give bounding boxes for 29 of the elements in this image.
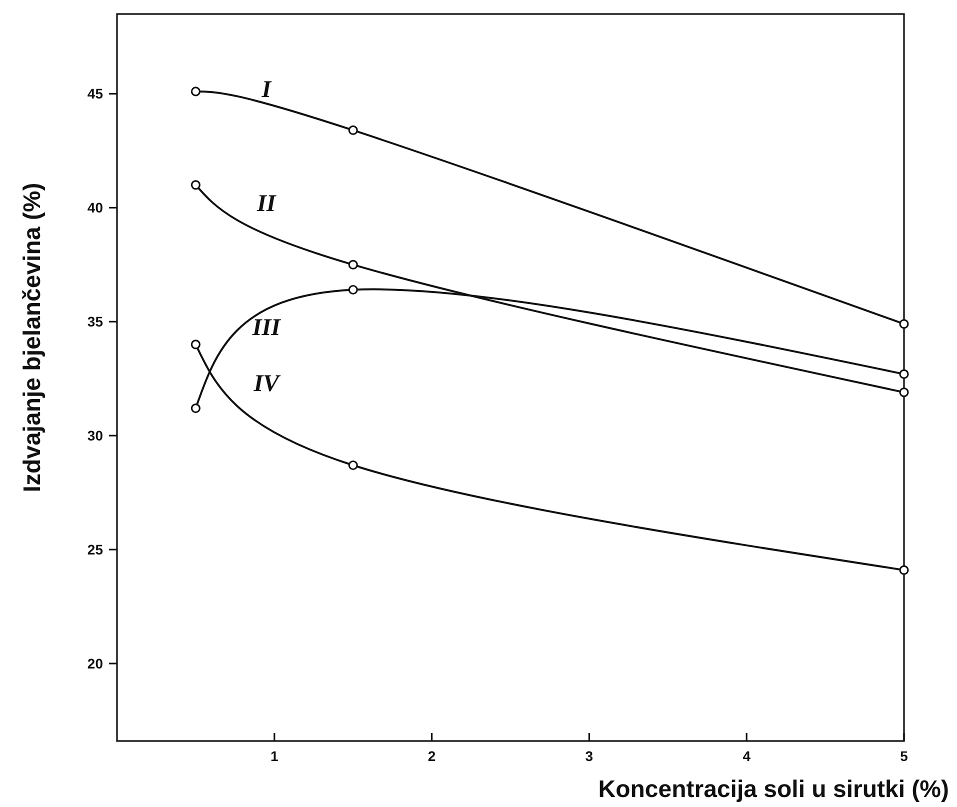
- point: [348, 260, 358, 270]
- x-tick-label: 3: [585, 748, 594, 764]
- point: [899, 369, 909, 379]
- point: [899, 565, 909, 575]
- point: [348, 284, 358, 295]
- point: [348, 125, 358, 136]
- series-label: III: [251, 315, 282, 342]
- y-tick-label: 20: [87, 655, 104, 672]
- point: [899, 388, 909, 398]
- point: [190, 86, 200, 96]
- x-axis-title: Koncentracija soli u sirutki (%): [598, 776, 949, 803]
- point: [899, 319, 909, 329]
- series-label: II: [256, 190, 278, 217]
- y-tick-label: 25: [87, 541, 104, 558]
- y-tick-label: 35: [87, 314, 104, 330]
- y-tick-label: 30: [87, 428, 104, 444]
- series-label: IV: [252, 370, 282, 397]
- x-tick-label: 2: [428, 748, 436, 764]
- x-tick-label: 4: [742, 748, 751, 764]
- point: [190, 340, 200, 350]
- point: [190, 403, 200, 414]
- x-tick-label: 5: [900, 748, 908, 764]
- series-label: I: [260, 76, 273, 103]
- point: [348, 460, 358, 470]
- y-tick-label: 45: [87, 86, 104, 102]
- y-tick-label: 40: [87, 200, 104, 216]
- point: [190, 180, 200, 190]
- x-tick-label: 1: [270, 748, 278, 764]
- y-axis-title: Izdvajanje bjelančevina (%): [19, 182, 46, 492]
